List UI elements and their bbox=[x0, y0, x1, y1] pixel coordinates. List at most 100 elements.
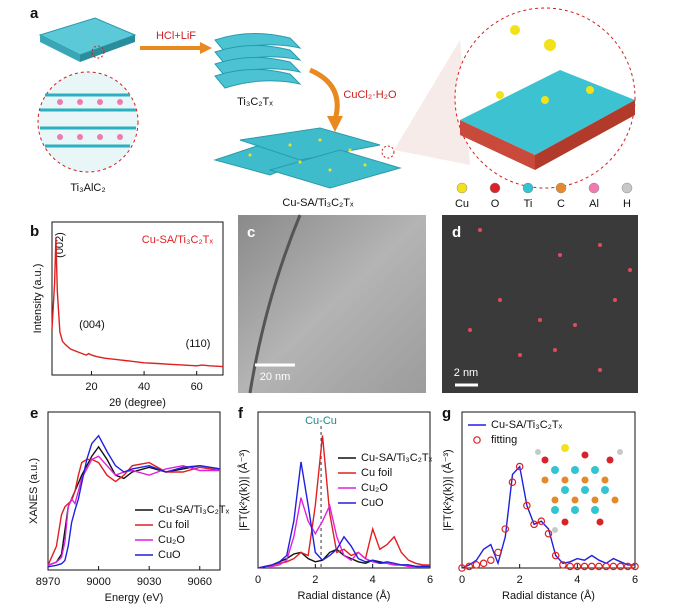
data-point bbox=[458, 564, 466, 572]
arrow-2 bbox=[308, 67, 343, 132]
data-point bbox=[487, 556, 495, 565]
panel-label: g bbox=[442, 405, 451, 422]
atom-swatch bbox=[588, 182, 600, 194]
atom-swatch bbox=[621, 182, 633, 194]
x-tick-label: 60 bbox=[191, 381, 203, 393]
x-tick-label: 2 bbox=[312, 574, 318, 586]
panel-label: a bbox=[30, 5, 39, 22]
legend-label: Cu foil bbox=[158, 519, 189, 531]
data-point bbox=[623, 562, 632, 571]
data-point bbox=[508, 478, 517, 487]
precursor-zoom bbox=[37, 71, 139, 173]
structure-inset bbox=[535, 444, 623, 533]
data-point bbox=[479, 559, 488, 568]
annotation: Cu-Cu bbox=[305, 415, 337, 427]
legend-label: Cu foil bbox=[361, 467, 392, 479]
x-tick-label: 0 bbox=[459, 574, 465, 586]
data-point bbox=[616, 562, 625, 571]
x-tick-label: 4 bbox=[574, 574, 580, 586]
x-tick-label: 4 bbox=[370, 574, 376, 586]
product-sheets bbox=[213, 127, 402, 189]
x-axis-label: Radial distance (Å) bbox=[298, 589, 391, 602]
series-line bbox=[257, 435, 430, 569]
x-tick-label: 0 bbox=[255, 574, 261, 586]
data-point bbox=[602, 562, 610, 571]
legend-label: Cu₂O bbox=[361, 482, 388, 494]
x-axis-label: 2θ (degree) bbox=[109, 397, 166, 409]
arrow-1 bbox=[140, 42, 212, 54]
data-point bbox=[501, 525, 510, 533]
legend-label: CuO bbox=[361, 497, 384, 509]
atom-name: C bbox=[557, 198, 565, 210]
panel-label: f bbox=[238, 405, 244, 422]
x-tick-label: 6 bbox=[632, 574, 638, 586]
precursor-label: Ti₃AlC₂ bbox=[70, 182, 105, 194]
y-axis-label: Intensity (a.u.) bbox=[32, 264, 44, 334]
legend-label: CuO bbox=[158, 549, 181, 561]
x-axis-label: Energy (eV) bbox=[105, 592, 164, 604]
atom-name: H bbox=[623, 198, 631, 210]
x-tick-label: 8970 bbox=[36, 576, 60, 588]
y-axis-label: XANES (a.u.) bbox=[28, 458, 40, 524]
legend-label: Cu-SA/Ti₃C₂Tₓ bbox=[361, 452, 433, 464]
panel-label: c bbox=[247, 224, 255, 241]
product-label: Cu-SA/Ti₃C₂Tₓ bbox=[282, 197, 354, 209]
scale-bar-label: 2 nm bbox=[454, 367, 478, 379]
legend-label: Cu-SA/Ti₃C₂Tₓ bbox=[142, 234, 214, 246]
panel-label: e bbox=[30, 405, 38, 422]
data-point bbox=[573, 562, 582, 571]
step-2: CuCl₂·H₂O bbox=[343, 89, 397, 101]
x-tick-label: 2 bbox=[517, 574, 523, 586]
x-axis-label: Radial distance (Å) bbox=[502, 589, 595, 602]
x-tick-label: 9000 bbox=[86, 576, 110, 588]
annotation: (110) bbox=[186, 338, 211, 350]
series-line bbox=[461, 465, 635, 569]
precursor-slab bbox=[38, 17, 137, 62]
data-point bbox=[551, 551, 560, 560]
tem-image bbox=[238, 214, 426, 394]
panel-label: d bbox=[452, 224, 461, 241]
panel-label: b bbox=[30, 223, 39, 240]
x-tick-label: 40 bbox=[138, 381, 150, 393]
series-line bbox=[47, 434, 221, 568]
plot-frame bbox=[257, 411, 431, 569]
step-1: HCl+LiF bbox=[156, 30, 196, 42]
series-line bbox=[47, 455, 220, 566]
data-point bbox=[544, 529, 553, 538]
data-point bbox=[537, 517, 546, 526]
atom-legend: Cu O Ti C Al H bbox=[455, 182, 633, 210]
data-point bbox=[566, 562, 574, 571]
atom-name: Al bbox=[589, 198, 599, 210]
series-line bbox=[51, 237, 224, 368]
legend-swatch bbox=[473, 436, 481, 444]
data-point bbox=[472, 561, 481, 569]
legend-label: Cu-SA/Ti₃C₂Tₓ bbox=[158, 504, 230, 516]
x-tick-label: 9060 bbox=[188, 576, 212, 588]
scale-bar-label: 20 nm bbox=[260, 371, 291, 383]
data-point bbox=[523, 501, 531, 510]
atom-swatch bbox=[489, 182, 501, 194]
mxene-stack bbox=[214, 32, 302, 89]
series-line bbox=[257, 461, 430, 569]
atom-swatch bbox=[555, 182, 567, 194]
plot-frame bbox=[51, 221, 224, 376]
atom-name: O bbox=[491, 198, 500, 210]
haadf-image bbox=[442, 215, 638, 393]
atom-name: Ti bbox=[524, 198, 533, 210]
legend-label: Cu-SA/Ti₃C₂Tₓ bbox=[491, 419, 563, 431]
data-point bbox=[494, 548, 502, 557]
y-axis-label: |FT(k²χ(k))| (Å⁻³) bbox=[237, 449, 250, 530]
x-tick-label: 20 bbox=[85, 381, 97, 393]
data-point bbox=[609, 562, 618, 571]
product-zoom bbox=[394, 7, 636, 189]
data-point bbox=[515, 462, 524, 471]
intermediate-label: Ti₃C₂Tₓ bbox=[237, 96, 273, 108]
annotation: (004) bbox=[79, 319, 105, 331]
data-point bbox=[595, 562, 603, 571]
data-point bbox=[559, 561, 567, 569]
data-point bbox=[465, 562, 474, 571]
x-tick-label: 6 bbox=[427, 574, 433, 586]
x-tick-label: 9030 bbox=[137, 576, 161, 588]
